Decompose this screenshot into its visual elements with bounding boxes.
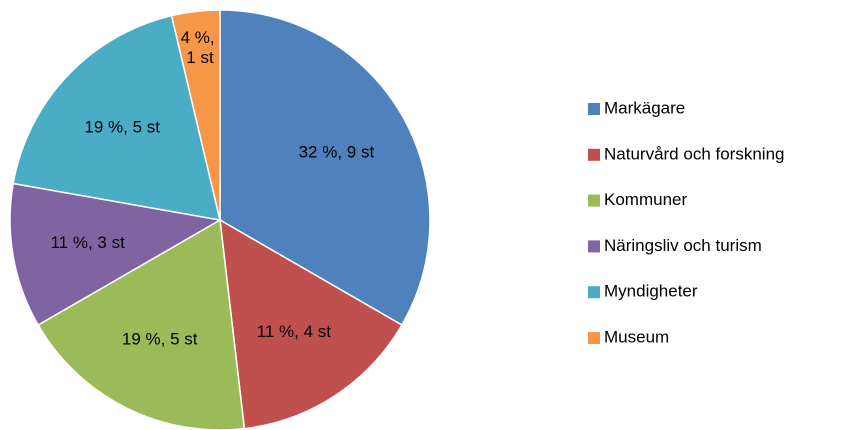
pie-slice (219, 218, 403, 430)
legend-label: Kommuner (604, 190, 687, 209)
data-label: 19 %, 5 st (122, 330, 198, 349)
pie-slice (219, 9, 431, 327)
legend-label: Markägare (604, 98, 685, 117)
legend-swatch (588, 240, 600, 253)
legend-swatch (588, 194, 600, 207)
legend-swatch (588, 148, 600, 161)
legend-swatch (588, 332, 600, 344)
legend-label: Naturvård och forskning (604, 144, 784, 163)
data-label: 32 %, 9 st (299, 142, 375, 161)
pie-slice (12, 14, 221, 221)
legend-label: Myndigheter (604, 282, 698, 301)
legend-label: Museum (604, 327, 669, 346)
data-label: 11 %, 3 st (50, 233, 125, 252)
data-label: 11 %, 4 st (257, 322, 332, 341)
pie-slice (9, 182, 223, 327)
legend-swatch (588, 103, 600, 115)
data-label: 4 %, 1 st (181, 28, 220, 67)
legend-label: Näringsliv och turism (604, 236, 762, 255)
data-label: 19 %, 5 st (84, 117, 160, 136)
legend-swatch (588, 286, 600, 299)
pie-slice (170, 9, 221, 221)
